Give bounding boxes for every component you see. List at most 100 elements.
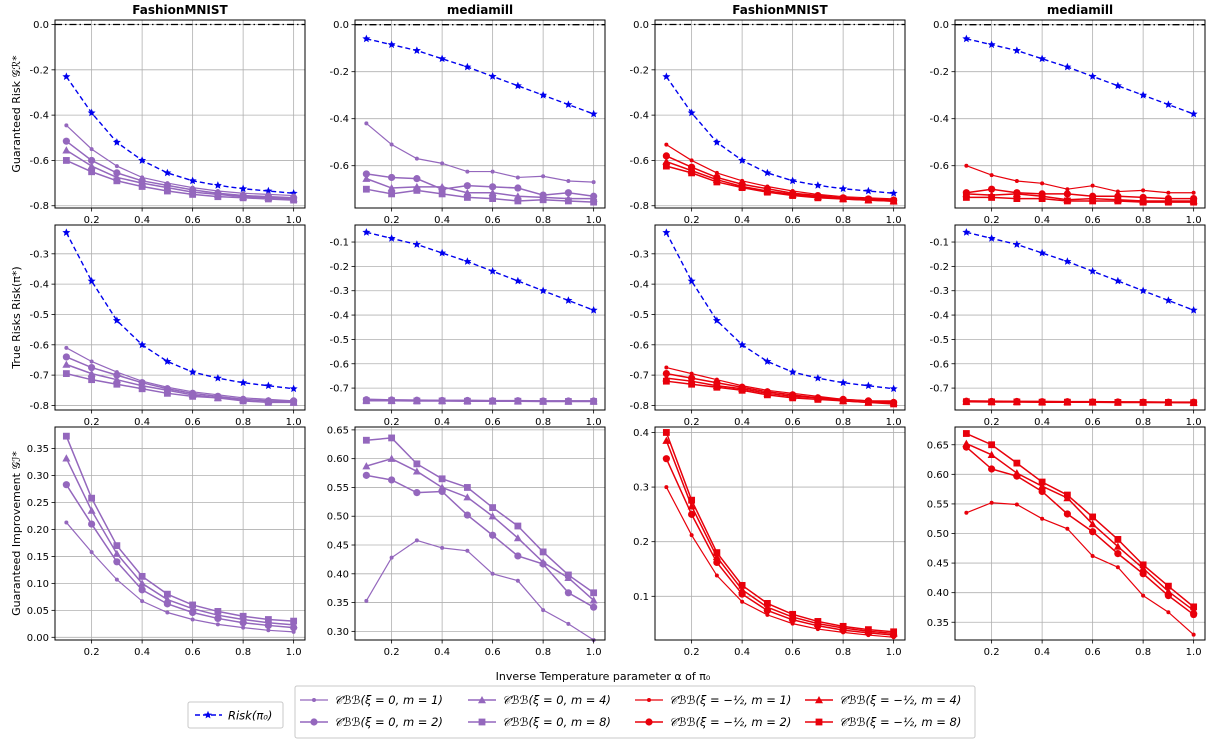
data-point bbox=[113, 542, 121, 550]
data-point bbox=[738, 581, 746, 589]
data-point bbox=[88, 168, 96, 176]
x-tick-label: 0.8 bbox=[835, 215, 851, 226]
data-point bbox=[1164, 100, 1173, 108]
data-point bbox=[889, 189, 898, 197]
x-tick-label: 0.2 bbox=[384, 647, 400, 658]
data-point bbox=[1038, 195, 1046, 202]
series-m8 bbox=[62, 157, 298, 204]
data-point bbox=[541, 608, 546, 613]
data-point bbox=[113, 371, 121, 379]
data-point bbox=[463, 62, 472, 71]
series-line bbox=[366, 437, 595, 594]
data-point bbox=[962, 439, 971, 447]
y-tick-label: 0.10 bbox=[27, 579, 49, 590]
data-point bbox=[488, 267, 497, 275]
data-point bbox=[1065, 187, 1070, 192]
series-line bbox=[65, 149, 294, 200]
data-point bbox=[463, 493, 472, 501]
axes-frame bbox=[654, 19, 906, 209]
panel-title: FashionMNIST bbox=[132, 3, 228, 17]
data-point bbox=[839, 397, 847, 405]
data-point bbox=[1012, 469, 1021, 477]
data-point bbox=[438, 397, 446, 405]
data-point bbox=[138, 385, 146, 393]
y-tick-label: 0.45 bbox=[327, 541, 349, 552]
series-line bbox=[65, 522, 294, 633]
axes-frame bbox=[654, 224, 906, 411]
data-point bbox=[589, 109, 598, 118]
data-point bbox=[289, 189, 298, 197]
data-point bbox=[413, 175, 421, 183]
data-point bbox=[87, 108, 96, 117]
y-axis-label: Guaranteed Improvement 𝒢ℐ* bbox=[10, 451, 23, 616]
series-line bbox=[366, 177, 594, 200]
data-point bbox=[689, 158, 694, 163]
data-point bbox=[114, 164, 119, 169]
data-point bbox=[488, 72, 497, 80]
data-point bbox=[188, 367, 197, 376]
data-point bbox=[214, 193, 222, 201]
data-point bbox=[687, 502, 696, 510]
panel-2: 0.2 0.4 0.6 0.8 1.0 -0.6 -0.4 -0.2 0.0 mediamill bbox=[329, 3, 606, 226]
axes-frame bbox=[654, 426, 906, 641]
data-point bbox=[962, 34, 971, 43]
legend-entry: 𝒞ℬℬ(ξ = 0, m = 8) bbox=[468, 715, 611, 729]
data-point bbox=[64, 123, 69, 128]
legend-label: 𝒞ℬℬ(ξ = −½, m = 8) bbox=[839, 715, 961, 729]
legend-marker bbox=[478, 718, 486, 726]
y-tick-label: -0.6 bbox=[29, 340, 49, 351]
x-tick-label: 0.4 bbox=[434, 417, 450, 428]
series-line bbox=[966, 231, 1194, 311]
data-point bbox=[62, 146, 71, 154]
data-point bbox=[1190, 603, 1198, 611]
data-point bbox=[1014, 178, 1019, 183]
y-tick-label: -0.2 bbox=[329, 262, 349, 273]
data-point bbox=[687, 108, 696, 117]
data-point bbox=[514, 522, 522, 530]
data-point bbox=[138, 183, 146, 190]
data-point bbox=[988, 465, 996, 473]
data-point bbox=[89, 147, 94, 152]
series-line bbox=[365, 539, 594, 641]
data-point bbox=[513, 534, 522, 542]
series-baseline bbox=[662, 72, 898, 197]
y-tick-label: -0.5 bbox=[929, 335, 949, 346]
series-line bbox=[966, 502, 1195, 636]
series-baseline bbox=[62, 72, 298, 197]
y-tick-label: 0.2 bbox=[633, 537, 649, 548]
data-point bbox=[712, 138, 721, 146]
data-point bbox=[138, 579, 147, 587]
x-tick-label: 0.2 bbox=[84, 215, 100, 226]
x-tick-label: 1.0 bbox=[1186, 417, 1202, 428]
data-point bbox=[1139, 286, 1148, 295]
data-point bbox=[88, 520, 96, 528]
data-point bbox=[962, 398, 970, 406]
data-point bbox=[864, 381, 873, 390]
data-point bbox=[1190, 399, 1198, 407]
data-point bbox=[489, 183, 497, 191]
legend-marker bbox=[478, 696, 486, 704]
data-point bbox=[412, 240, 421, 248]
data-point bbox=[1038, 398, 1046, 406]
y-tick-label: -0.3 bbox=[929, 286, 949, 297]
data-point bbox=[813, 181, 822, 189]
legend-frame bbox=[187, 701, 284, 729]
x-tick-label: 0.2 bbox=[684, 647, 700, 658]
panel-6: 0.2 0.4 0.6 0.8 1.0 -0.7 -0.6 -0.5 -0.4 -0.3 -0.2 -… bbox=[329, 224, 606, 428]
legend-label: 𝒞ℬℬ(ξ = −½, m = 2) bbox=[669, 715, 791, 729]
x-tick-label: 0.6 bbox=[785, 647, 801, 658]
data-point bbox=[266, 628, 271, 633]
data-point bbox=[362, 185, 370, 193]
y-tick-label: -0.2 bbox=[929, 67, 949, 78]
data-point bbox=[89, 550, 94, 555]
data-point bbox=[1038, 54, 1047, 63]
data-point bbox=[1038, 487, 1046, 496]
x-tick-label: 0.2 bbox=[684, 417, 700, 428]
series-baseline bbox=[362, 34, 598, 118]
data-point bbox=[438, 54, 447, 63]
data-point bbox=[564, 189, 572, 197]
y-tick-label: 0.00 bbox=[27, 633, 49, 644]
data-point bbox=[362, 436, 370, 444]
y-tick-label: 0.55 bbox=[327, 483, 349, 494]
data-point bbox=[864, 399, 872, 406]
